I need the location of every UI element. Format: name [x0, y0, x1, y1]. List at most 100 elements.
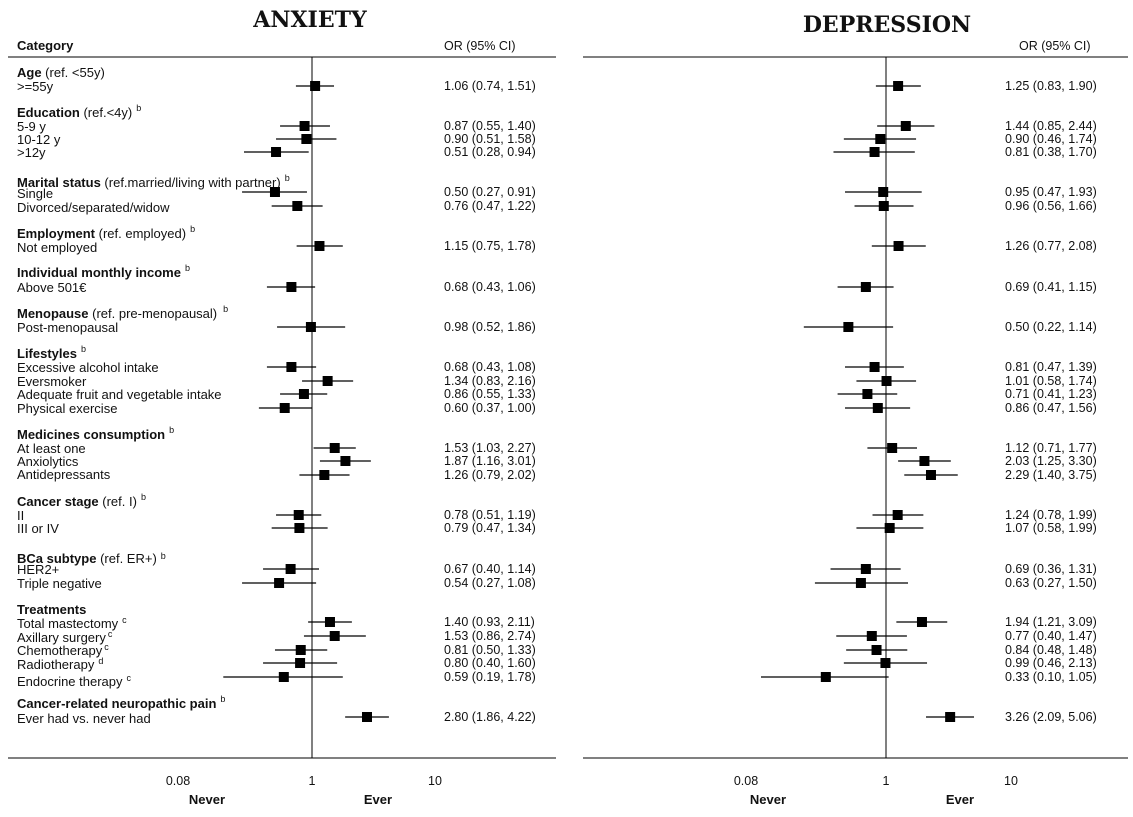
anxiety-or-ci-text: 2.80 (1.86, 4.22) — [444, 710, 536, 724]
depression-or-marker — [869, 147, 880, 157]
anxiety-or-marker — [298, 389, 309, 399]
row-label-exercise: Physical exercise — [17, 401, 117, 416]
depression-or-marker — [875, 134, 886, 144]
row-label-not-employed: Not employed — [17, 240, 97, 255]
depression-or-marker — [919, 456, 930, 466]
row-label-income: Above 501€ — [17, 280, 87, 295]
depression-or-ci-text: 0.84 (0.48, 1.48) — [1005, 643, 1097, 657]
depression-or-ci-text: 0.63 (0.27, 1.50) — [1005, 576, 1097, 590]
depression-or-header: OR (95% CI) — [1019, 39, 1091, 53]
anxiety-or-marker — [293, 510, 304, 520]
category-labels: Age (ref. <55y) >=55y Education (ref.<4y… — [17, 65, 290, 726]
anxiety-or-marker — [295, 645, 306, 655]
row-label-pain: Ever had vs. never had — [17, 711, 151, 726]
depression-or-ci-text: 1.07 (0.58, 1.99) — [1005, 521, 1097, 535]
section-marital: Marital status (ref.married/living with … — [17, 173, 290, 190]
anxiety-or-ci-text: 1.53 (1.03, 2.27) — [444, 441, 536, 455]
section-education: Education (ref.<4y) b — [17, 103, 141, 120]
depression-or-marker — [878, 201, 889, 211]
row-label-edu-10-12: 10-12 y — [17, 132, 61, 147]
row-label-age-55: >=55y — [17, 79, 54, 94]
section-pain: Cancer-related neuropathic pain b — [17, 694, 225, 711]
depression-tick-008: 0.08 — [734, 774, 758, 788]
anxiety-or-marker — [329, 631, 340, 641]
anxiety-tick-10: 10 — [428, 774, 442, 788]
section-treatments: Treatments — [17, 602, 86, 617]
row-label-alcohol: Excessive alcohol intake — [17, 360, 159, 375]
row-label-smoker: Eversmoker — [17, 374, 87, 389]
anxiety-ever-label: Ever — [364, 792, 392, 807]
anxiety-or-ci-text: 0.54 (0.27, 1.08) — [444, 576, 536, 590]
anxiety-or-marker — [292, 201, 303, 211]
depression-or-ci-text: 3.26 (2.09, 5.06) — [1005, 710, 1097, 724]
depression-tick-10: 10 — [1004, 774, 1018, 788]
anxiety-or-marker — [278, 672, 289, 682]
anxiety-or-marker — [301, 134, 312, 144]
depression-or-marker — [881, 376, 892, 386]
depression-or-ci-text: 0.69 (0.36, 1.31) — [1005, 562, 1097, 576]
anxiety-or-marker — [340, 456, 351, 466]
anxiety-or-marker — [319, 470, 330, 480]
depression-or-ci-text: 0.95 (0.47, 1.93) — [1005, 185, 1097, 199]
depression-or-ci-text: 1.94 (1.21, 3.09) — [1005, 615, 1097, 629]
anxiety-or-marker — [324, 617, 335, 627]
anxiety-or-ci-text: 1.26 (0.79, 2.02) — [444, 468, 536, 482]
depression-or-marker — [925, 470, 936, 480]
depression-or-ci-text: 0.81 (0.47, 1.39) — [1005, 360, 1097, 374]
row-label-axillary: Axillary surgery c — [17, 629, 113, 645]
row-label-at-least-one: At least one — [17, 441, 86, 456]
anxiety-or-ci-text: 0.68 (0.43, 1.06) — [444, 280, 536, 294]
depression-tick-1: 1 — [883, 774, 890, 788]
anxiety-or-marker — [269, 187, 280, 197]
anxiety-or-ci-text: 1.15 (0.75, 1.78) — [444, 239, 536, 253]
depression-never-label: Never — [750, 792, 786, 807]
category-header: Category — [17, 38, 74, 53]
row-label-post-menopausal: Post-menopausal — [17, 320, 118, 335]
depression-forest-marks: 1.25 (0.83, 1.90) 1.44 (0.85, 2.44)0.90 (… — [761, 57, 1097, 758]
row-label-edu-5-9: 5-9 y — [17, 119, 46, 134]
anxiety-or-ci-text: 0.79 (0.47, 1.34) — [444, 521, 536, 535]
depression-ever-label: Ever — [946, 792, 974, 807]
anxiety-forest-marks: 1.06 (0.74, 1.51) 0.87 (0.55, 1.40)0.90 (… — [223, 57, 536, 758]
depression-or-ci-text: 1.26 (0.77, 2.08) — [1005, 239, 1097, 253]
section-income: Individual monthly income b — [17, 263, 190, 280]
depression-or-marker — [884, 523, 895, 533]
depression-or-marker — [869, 362, 880, 372]
row-label-mastectomy: Total mastectomy c — [17, 615, 127, 631]
row-label-chemotherapy: Chemotherapy c — [17, 642, 109, 658]
depression-or-marker — [871, 645, 882, 655]
anxiety-or-marker — [271, 147, 282, 157]
depression-or-ci-text: 2.03 (1.25, 3.30) — [1005, 454, 1097, 468]
depression-or-marker — [893, 81, 904, 91]
anxiety-or-marker — [310, 81, 321, 91]
depression-or-marker — [892, 510, 903, 520]
anxiety-or-ci-text: 0.86 (0.55, 1.33) — [444, 387, 536, 401]
depression-or-ci-text: 1.25 (0.83, 1.90) — [1005, 79, 1097, 93]
anxiety-title: ANXIETY — [252, 7, 367, 33]
depression-or-marker — [862, 389, 873, 399]
anxiety-or-ci-text: 1.40 (0.93, 2.11) — [444, 615, 535, 629]
anxiety-or-marker — [294, 523, 305, 533]
anxiety-or-ci-text: 0.51 (0.28, 0.94) — [444, 145, 536, 159]
anxiety-or-marker — [285, 564, 296, 574]
anxiety-or-marker — [274, 578, 285, 588]
anxiety-or-ci-text: 0.80 (0.40, 1.60) — [444, 656, 536, 670]
anxiety-or-marker — [322, 376, 333, 386]
row-label-edu-12: >12y — [17, 145, 46, 160]
depression-or-marker — [893, 241, 904, 251]
anxiety-or-marker — [362, 712, 373, 722]
anxiety-or-ci-text: 0.90 (0.51, 1.58) — [444, 132, 536, 146]
row-label-stage-2: II — [17, 508, 24, 523]
row-label-triple-negative: Triple negative — [17, 576, 102, 591]
anxiety-or-ci-text: 0.81 (0.50, 1.33) — [444, 643, 536, 657]
section-stage: Cancer stage (ref. I) b — [17, 492, 146, 509]
depression-or-ci-text: 0.69 (0.41, 1.15) — [1005, 280, 1097, 294]
anxiety-or-marker — [305, 322, 316, 332]
depression-title: DEPRESSION — [803, 12, 971, 38]
section-medicines: Medicines consumption b — [17, 425, 174, 442]
anxiety-or-ci-text: 1.06 (0.74, 1.51) — [444, 79, 536, 93]
row-label-anxiolytics: Anxiolytics — [17, 454, 79, 469]
depression-or-marker — [916, 617, 927, 627]
anxiety-never-label: Never — [189, 792, 225, 807]
